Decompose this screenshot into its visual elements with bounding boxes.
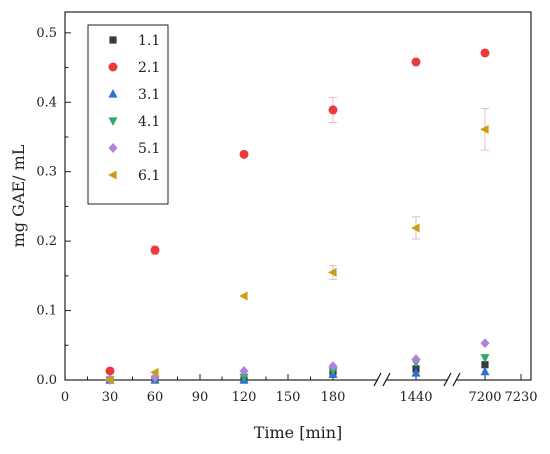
data-point-5.1 — [480, 338, 490, 349]
data-points — [105, 48, 490, 385]
x-tick-label: 0 — [61, 390, 69, 405]
data-point-2.1 — [480, 48, 490, 58]
legend-marker — [108, 117, 118, 126]
legend-label: 3.1 — [138, 87, 160, 103]
x-axis: 0 30 60 90 120 150 180 1440 7200 7230 — [61, 374, 538, 405]
data-point-6.1 — [105, 375, 114, 385]
data-point-3.1 — [411, 368, 421, 377]
data-point-4.1 — [480, 354, 490, 363]
x-axis-title: Time [min] — [254, 423, 343, 442]
legend-box — [87, 24, 169, 205]
data-point-2.1 — [150, 245, 160, 255]
legend-label: 1.1 — [138, 33, 160, 49]
legend-marker — [108, 170, 117, 180]
data-point-2.1 — [239, 149, 249, 159]
legend-label: 5.1 — [138, 141, 160, 157]
y-tick-label: 0.3 — [36, 165, 57, 180]
legend: 1.1 2.1 3.1 4.1 5.1 6.1 — [87, 24, 169, 205]
axis-breaks — [373, 371, 461, 389]
legend-marker — [109, 36, 117, 44]
y-tick-label: 0.0 — [36, 373, 57, 388]
data-point-6.1 — [239, 291, 248, 301]
x-tick-label: 60 — [147, 390, 164, 405]
x-tick-label: 90 — [192, 390, 209, 405]
x-tick-label: 7230 — [504, 390, 537, 405]
data-point-2.1 — [105, 366, 115, 376]
data-point-3.1 — [480, 366, 490, 376]
data-point-5.1 — [328, 361, 338, 372]
legend-marker — [108, 143, 118, 153]
data-point-5.1 — [239, 366, 249, 376]
y-axis-title: mg GAE/ mL — [9, 144, 28, 247]
x-tick-label: 180 — [321, 390, 346, 405]
data-point-2.1 — [411, 57, 421, 67]
data-point-4.1 — [328, 367, 338, 376]
x-tick-label: 120 — [232, 390, 257, 405]
x-tick-label: 150 — [276, 390, 301, 405]
error-bars — [151, 96, 489, 280]
legend-label: 4.1 — [138, 114, 160, 130]
data-point-6.1 — [328, 267, 337, 277]
data-point-6.1 — [480, 124, 489, 134]
y-axis: 0.0 0.1 0.2 0.3 0.4 0.5 — [36, 26, 71, 388]
data-point-2.1 — [328, 105, 338, 115]
data-point-5.1 — [411, 354, 421, 365]
x-tick-label: 7200 — [468, 390, 501, 405]
axis-break-slash — [373, 372, 382, 387]
legend-label: 2.1 — [138, 60, 160, 76]
x-tick-label: 1440 — [399, 390, 432, 405]
legend-marker — [108, 62, 118, 72]
axis-break-slash — [443, 372, 452, 387]
y-tick-label: 0.2 — [36, 234, 57, 249]
data-point-1.1 — [481, 361, 489, 369]
axis-break-gap — [378, 371, 386, 389]
data-point-4.1 — [239, 373, 249, 383]
data-point-6.1 — [150, 367, 159, 377]
y-tick-label: 0.1 — [36, 304, 57, 319]
axis-break-gap — [448, 371, 456, 389]
y-tick-label: 0.5 — [36, 26, 57, 41]
axis-break-slash — [382, 372, 391, 387]
y-tick-label: 0.4 — [36, 95, 57, 110]
data-point-6.1 — [411, 223, 420, 233]
x-tick-label: 30 — [102, 390, 119, 405]
legend-marker — [108, 89, 118, 98]
legend-label: 6.1 — [138, 168, 160, 184]
plot-frame — [64, 11, 532, 381]
axis-break-slash — [452, 372, 461, 387]
